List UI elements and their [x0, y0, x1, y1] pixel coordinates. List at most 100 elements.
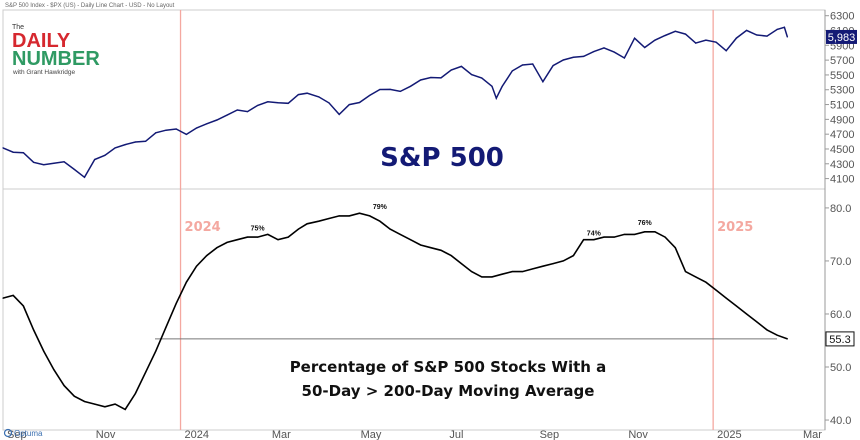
breadth-data-point [246, 236, 249, 238]
breadth-y-tick-label: 70.0 [830, 256, 851, 268]
spx-data-point [267, 101, 269, 103]
spx-data-point [705, 39, 707, 41]
spx-last-value-box: 5,983 [826, 29, 857, 44]
breadth-data-point [2, 297, 4, 299]
breadth-data-point [94, 403, 96, 405]
breadth-data-point [725, 297, 727, 299]
breadth-data-point [338, 215, 340, 217]
spx-last-value: 5,983 [828, 32, 856, 44]
spx-data-point [145, 140, 147, 142]
spx-data-point [43, 164, 45, 166]
breadth-data-point [22, 305, 24, 307]
spx-data-point [12, 151, 14, 153]
year-marker-label: 2025 [717, 220, 753, 235]
peak-label: 74% [587, 231, 602, 238]
breadth-data-point [440, 249, 442, 251]
spx-data-point [409, 85, 412, 87]
breadth-data-point [369, 215, 371, 217]
spx-data-point [511, 70, 513, 72]
breadth-data-point [623, 233, 625, 236]
spx-data-point [306, 92, 308, 94]
breadth-data-point [389, 228, 391, 230]
peak-label: 79% [373, 204, 388, 211]
x-tick-label: May [361, 429, 382, 440]
breadth-data-point [195, 265, 198, 267]
breadth-data-point [705, 281, 707, 283]
spx-data-point [165, 129, 167, 131]
breadth-y-axis: 40.0 50.0 60.0 70.0 80.0 [825, 203, 851, 427]
spx-data-point [613, 51, 615, 53]
x-tick-label: Nov [96, 429, 116, 440]
logo-byline: with Grant Hawkridge [12, 69, 76, 76]
breadth-data-point [297, 228, 300, 230]
breadth-data-point [165, 326, 167, 328]
breadth-data-point [756, 321, 758, 323]
breadth-data-point [306, 223, 308, 225]
spx-data-point [420, 79, 422, 81]
spx-series-line [2, 26, 789, 179]
spx-data-point [379, 88, 381, 91]
spx-data-point [756, 34, 758, 36]
spx-data-point [501, 85, 503, 88]
breadth-data-point [83, 400, 86, 403]
logo-the: The [12, 24, 24, 31]
breadth-data-point [532, 268, 534, 270]
breadth-data-point [379, 220, 381, 222]
spx-data-point [572, 56, 575, 58]
spx-data-point [2, 147, 4, 149]
spx-y-tick-label: 4700 [830, 129, 854, 141]
spx-data-point [593, 51, 595, 53]
spx-y-tick-label: 5700 [830, 55, 854, 67]
spx-data-point [491, 85, 493, 87]
spx-data-point [277, 102, 279, 104]
spx-data-point [73, 168, 75, 171]
breadth-y-tick-label: 80.0 [830, 203, 851, 215]
spx-data-point [603, 47, 605, 49]
spx-data-point [328, 102, 330, 104]
spx-data-point [318, 96, 320, 98]
breadth-data-point [63, 384, 65, 387]
spx-data-point [495, 97, 497, 99]
breadth-last-value: 55.3 [829, 334, 850, 346]
x-tick-label: Sep [540, 429, 560, 440]
year-markers: 2024 2025 [179, 10, 753, 430]
spx-data-point [124, 144, 126, 146]
breadth-data-point [664, 236, 666, 238]
breadth-data-point [328, 217, 330, 220]
breadth-data-point [521, 270, 524, 273]
breadth-data-point [318, 220, 320, 222]
spx-data-point [746, 29, 748, 32]
spx-data-point [369, 94, 371, 97]
spx-data-point [470, 73, 473, 76]
breadth-data-point [348, 215, 350, 217]
spx-data-point [104, 154, 106, 156]
breadth-points [2, 212, 788, 411]
breadth-data-point [572, 255, 575, 257]
spx-data-point [430, 76, 432, 79]
spx-y-tick-label: 4300 [830, 159, 854, 171]
breadth-data-point [12, 294, 14, 297]
breadth-data-point [511, 270, 513, 273]
spx-data-point [786, 36, 788, 38]
breadth-data-point [786, 338, 788, 340]
spx-data-point [695, 42, 697, 44]
breadth-data-point [746, 313, 748, 315]
breadth-data-point [206, 255, 208, 257]
breadth-data-point [776, 334, 778, 336]
x-tick-label: 2024 [185, 429, 209, 440]
spx-data-point [532, 63, 534, 65]
breadth-y-tick-label: 60.0 [830, 309, 851, 321]
breadth-data-point [124, 408, 126, 411]
spx-data-point [216, 119, 218, 121]
breadth-data-point [267, 233, 269, 236]
spx-data-point [766, 35, 768, 37]
spx-data-point [684, 33, 687, 35]
breadth-data-point [257, 236, 259, 238]
breadth-data-point [491, 276, 493, 278]
spx-data-point [399, 90, 401, 92]
spx-data-point [134, 141, 137, 143]
spx-data-point [633, 37, 636, 39]
breadth-data-point [654, 231, 656, 233]
breadth-last-value-bg [825, 331, 855, 347]
breadth-data-point [766, 329, 768, 331]
